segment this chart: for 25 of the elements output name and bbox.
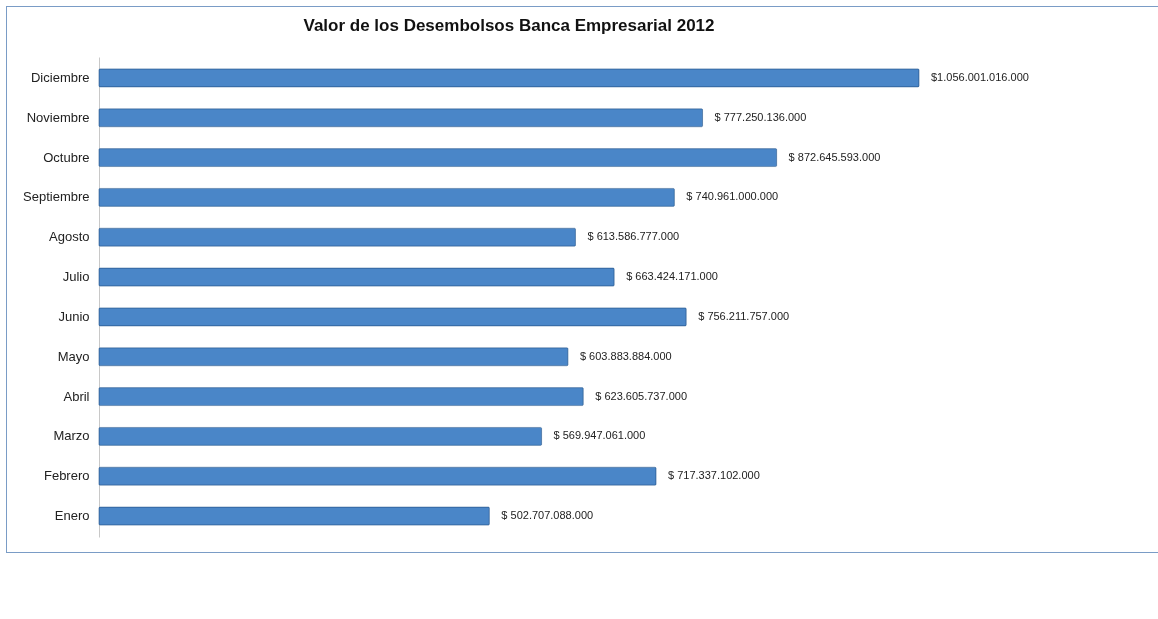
chart-title: Valor de los Desembolsos Banca Empresarial 2012: [303, 16, 715, 35]
data-label: $ 502.707.088.000: [501, 509, 594, 522]
data-label: $1.056.001.016.000: [931, 70, 1029, 83]
data-label: $ 717.337.102.000: [668, 469, 760, 482]
y-tick-label: Agosto: [49, 229, 90, 245]
y-tick-label: Julio: [62, 269, 90, 285]
y-tick-label: Abril: [63, 388, 90, 404]
data-label: $ 613.586.777.000: [587, 230, 680, 243]
data-label: $ 603.883.884.000: [579, 349, 672, 362]
data-label: $ 569.947.061.000: [553, 429, 646, 442]
y-tick-label: Mayo: [57, 348, 90, 364]
data-label: $ 740.961.000.000: [686, 190, 779, 203]
y-tick-label: Marzo: [53, 428, 90, 444]
data-label: $ 663.424.171.000: [626, 270, 718, 283]
data-label: $ 756.211.757.000: [698, 309, 790, 322]
y-tick-label: Febrero: [43, 468, 90, 484]
y-tick-label: Septiembre: [23, 189, 90, 205]
y-tick-label: Diciembre: [30, 69, 90, 85]
y-tick-label: Junio: [58, 308, 90, 324]
y-tick-label: Enero: [54, 508, 90, 524]
y-tick-label: Octubre: [43, 149, 90, 165]
data-label: $ 623.605.737.000: [595, 389, 687, 402]
data-label: $ 777.250.136.000: [714, 110, 807, 123]
data-label: $ 872.645.593.000: [788, 150, 881, 163]
y-tick-label: Noviembre: [26, 109, 90, 125]
